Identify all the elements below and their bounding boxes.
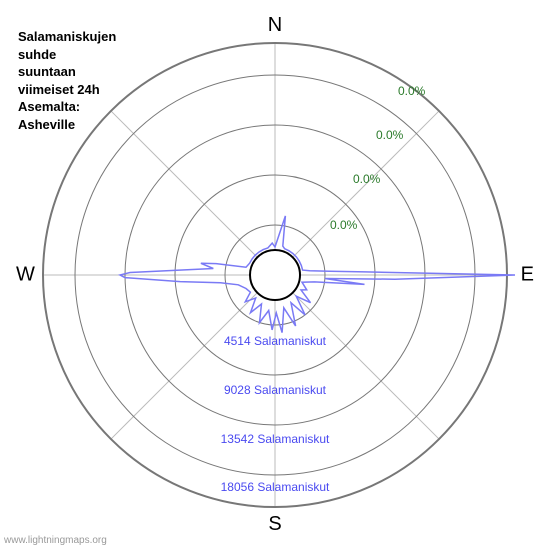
ring-count-label: 4514 Salamaniskut	[175, 334, 375, 348]
compass-east: E	[521, 264, 534, 287]
pct-label: 0.0%	[330, 218, 357, 232]
center-disc	[250, 250, 300, 300]
pct-label: 0.0%	[353, 172, 380, 186]
compass-south: S	[268, 513, 281, 536]
pct-label: 0.0%	[376, 128, 403, 142]
footer-attribution: www.lightningmaps.org	[4, 535, 107, 546]
pct-label: 0.0%	[398, 84, 425, 98]
ring-count-label: 18056 Salamaniskut	[175, 480, 375, 494]
ring-count-label: 13542 Salamaniskut	[175, 432, 375, 446]
compass-west: W	[16, 264, 35, 287]
chart-title: Salamaniskujensuhdesuuntaanviimeiset 24h…	[18, 28, 116, 133]
compass-north: N	[268, 14, 282, 37]
polar-chart: Salamaniskujensuhdesuuntaanviimeiset 24h…	[0, 0, 550, 550]
rose-polygon	[120, 216, 515, 333]
ring-count-label: 9028 Salamaniskut	[175, 383, 375, 397]
